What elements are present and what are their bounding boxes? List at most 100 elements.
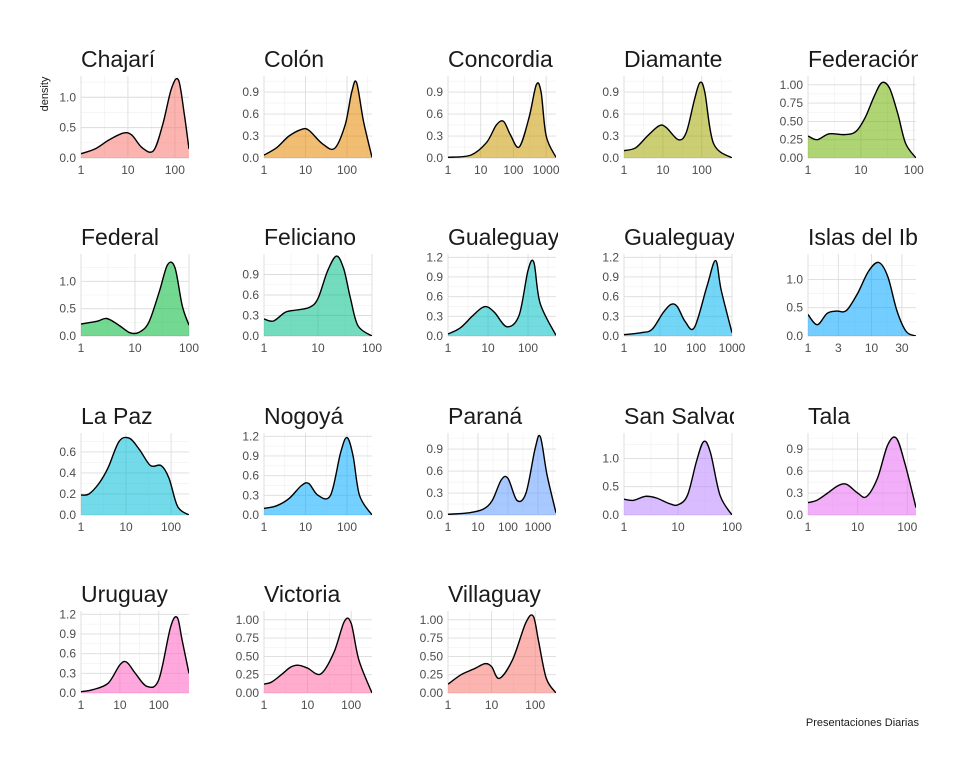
y-tick-label: 0.50 (420, 649, 444, 663)
density-line-gualeguaychu (624, 259, 732, 336)
panel-title-gualeguaychu: Gualeguaychú (624, 224, 772, 250)
y-tick-label: 0.0 (786, 329, 803, 343)
y-tick-label: 0.0 (602, 151, 619, 165)
panel-concordia: Concordia 1 10 100 1000 0.0 0.3 0.6 0.9 (426, 46, 560, 177)
density-area-gualeguaychu (624, 260, 732, 336)
x-axis-title: Presentaciones Diarias (806, 717, 920, 729)
x-tick-label: 1 (445, 520, 452, 534)
density-line-la-paz (81, 436, 189, 515)
y-tick-label: 0.0 (59, 151, 76, 165)
x-tick-label: 1000 (525, 520, 552, 534)
panel-san-salvador: San Salvador 1 10 100 0.0 0.5 1.0 (602, 403, 742, 534)
y-tick-label: 0.3 (602, 129, 619, 143)
density-area-nogoya (264, 437, 372, 515)
x-tick-label: 1 (445, 341, 452, 355)
x-tick-label: 100 (149, 698, 169, 712)
y-tick-label: 0.0 (242, 508, 259, 522)
y-tick-label: 1.2 (602, 250, 619, 264)
density-line-feliciano (264, 255, 372, 336)
panel-federal: Federal 1 10 100 0.0 0.5 1.0 (59, 224, 199, 355)
panel-nogoya: Nogoyá 1 10 100 0.0 0.3 0.6 0.9 1.2 (242, 403, 372, 534)
y-tick-label: 0.6 (242, 469, 259, 483)
panel-title-parana: Paraná (448, 403, 522, 429)
x-tick-label: 10 (128, 341, 142, 355)
y-tick-label: 0.9 (602, 270, 619, 284)
x-tick-label: 10 (854, 163, 868, 177)
y-tick-label: 0.25 (420, 668, 444, 682)
x-tick-label: 10 (299, 163, 313, 177)
y-tick-label: 0.3 (602, 309, 619, 323)
x-tick-label: 1 (78, 698, 85, 712)
x-tick-label: 100 (518, 341, 538, 355)
y-tick-label: 0.0 (786, 508, 803, 522)
panel-gualeguaychu: Gualeguaychú 1 10 100 1000 0.0 0.3 0.6 0.9 1.2 (602, 224, 772, 355)
y-tick-label: 0.6 (426, 464, 443, 478)
y-tick-label: 0.6 (786, 464, 803, 478)
y-tick-label: 0.3 (426, 309, 443, 323)
x-tick-label: 10 (119, 520, 133, 534)
y-tick-label: 0.0 (242, 151, 259, 165)
panel-diamante: Diamante 1 10 100 0.0 0.3 0.6 0.9 (602, 46, 732, 177)
x-tick-label: 100 (341, 698, 361, 712)
x-tick-label: 100 (165, 163, 185, 177)
density-area-concordia (448, 82, 556, 158)
y-tick-label: 0.75 (236, 631, 260, 645)
y-tick-label: 0.75 (780, 96, 804, 110)
y-tick-label: 0.4 (59, 466, 76, 480)
y-tick-label: 1.0 (602, 451, 619, 465)
x-tick-label: 100 (722, 520, 742, 534)
panels-layer: Chajarí 1 10 100 0.0 0.5 1.0 Colón 1 10 100 0.0 0.3 0… (59, 46, 925, 712)
density-area-federacion (808, 82, 916, 158)
y-tick-label: 0.3 (59, 666, 76, 680)
panel-title-tala: Tala (808, 403, 850, 429)
density-line-diamante (624, 81, 732, 158)
y-tick-label: 0.9 (426, 270, 443, 284)
x-tick-label: 100 (525, 698, 545, 712)
x-tick-label: 1 (621, 341, 628, 355)
x-tick-label: 1 (805, 520, 812, 534)
y-tick-label: 0.9 (59, 627, 76, 641)
x-tick-label: 100 (686, 341, 706, 355)
x-tick-label: 10 (865, 341, 879, 355)
x-tick-label: 10 (301, 698, 315, 712)
density-line-chajari (81, 77, 189, 155)
x-tick-label: 1 (445, 163, 452, 177)
x-tick-label: 10 (656, 163, 670, 177)
y-tick-label: 0.6 (602, 290, 619, 304)
panel-uruguay: Uruguay 1 10 100 0.0 0.3 0.6 0.9 1.2 (59, 581, 189, 712)
panel-title-feliciano: Feliciano (264, 224, 356, 250)
panel-federacion: Federación 1 10 100 0.00 0.25 0.50 0.75 1.00 (780, 46, 925, 177)
y-tick-label: 0.0 (426, 329, 443, 343)
panel-title-la-paz: La Paz (81, 403, 153, 429)
y-tick-label: 0.0 (426, 508, 443, 522)
x-tick-label: 100 (503, 163, 523, 177)
x-tick-label: 100 (179, 341, 199, 355)
y-tick-label: 0.3 (786, 486, 803, 500)
density-line-nogoya (264, 436, 372, 515)
y-tick-label: 0.0 (59, 329, 76, 343)
x-tick-label: 30 (895, 341, 909, 355)
y-tick-label: 0.9 (242, 85, 259, 99)
x-tick-label: 1 (445, 698, 452, 712)
y-tick-label: 0.2 (59, 487, 76, 501)
density-area-victoria (264, 618, 372, 693)
y-tick-label: 0.5 (786, 301, 803, 315)
panel-title-federacion: Federación (808, 46, 923, 72)
x-tick-label: 10 (851, 520, 865, 534)
y-axis-title: density (39, 76, 51, 111)
y-tick-label: 0.00 (236, 686, 260, 700)
x-tick-label: 10 (121, 163, 135, 177)
y-tick-label: 0.9 (242, 449, 259, 463)
panel-chajari: Chajarí 1 10 100 0.0 0.5 1.0 (59, 46, 189, 177)
density-area-san-salvador (624, 441, 732, 515)
panel-villaguay: Villaguay 1 10 100 0.00 0.25 0.50 0.75 1.00 (420, 581, 556, 712)
y-tick-label: 0.0 (242, 329, 259, 343)
density-area-islas-del-ibicuy (808, 262, 916, 336)
y-tick-label: 0.9 (786, 442, 803, 456)
x-tick-label: 10 (653, 341, 667, 355)
y-tick-label: 0.75 (420, 631, 444, 645)
x-tick-label: 100 (337, 520, 357, 534)
x-tick-label: 100 (897, 520, 917, 534)
x-tick-label: 100 (904, 163, 924, 177)
